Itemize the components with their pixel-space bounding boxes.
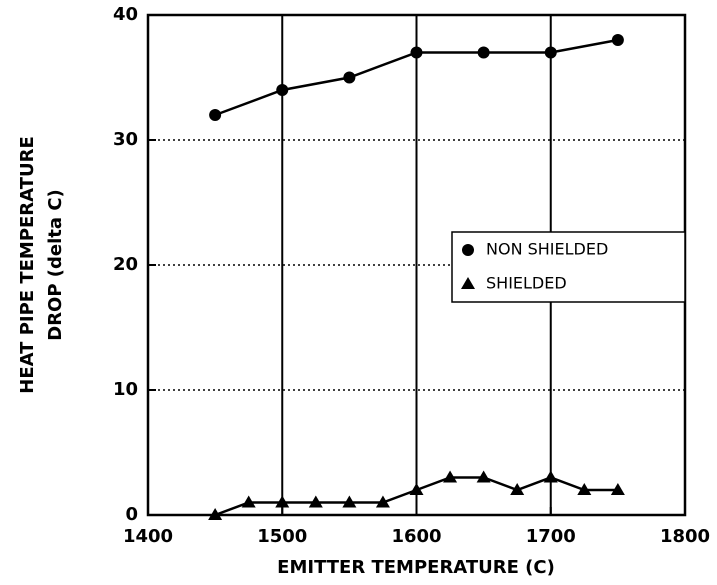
- data-point: [276, 84, 289, 96]
- y-tick-label: 0: [125, 504, 138, 525]
- x-tick-label: 1500: [257, 526, 307, 547]
- y-tick-label: 40: [113, 4, 138, 25]
- legend-label: NON SHIELDED: [486, 240, 608, 259]
- data-point: [544, 46, 557, 59]
- x-tick-label: 1400: [123, 526, 173, 547]
- data-point: [510, 483, 525, 495]
- x-axis-label: EMITTER TEMPERATURE (C): [277, 557, 555, 578]
- data-point: [241, 495, 256, 508]
- data-point: [409, 483, 424, 495]
- y-tick-label: 10: [113, 379, 138, 400]
- y-tick-label: 30: [113, 129, 138, 150]
- legend-label: SHIELDED: [486, 274, 567, 293]
- data-point: [477, 46, 490, 59]
- data-point: [342, 495, 357, 508]
- x-tick-label: 1800: [660, 526, 710, 547]
- y-tick-label: 20: [113, 254, 138, 275]
- data-point: [343, 71, 356, 84]
- legend-marker: [462, 244, 474, 256]
- x-tick-label: 1600: [391, 526, 441, 547]
- y-axis-label: DROP (delta C): [45, 189, 66, 341]
- data-point: [410, 46, 423, 59]
- data-point: [375, 495, 390, 508]
- data-point: [610, 483, 625, 495]
- data-point: [275, 495, 290, 508]
- x-tick-label: 1700: [526, 526, 576, 547]
- data-point: [611, 34, 624, 46]
- data-point: [443, 470, 458, 483]
- data-point: [577, 483, 592, 495]
- data-point: [308, 495, 323, 508]
- data-point: [543, 470, 558, 483]
- y-axis-label: HEAT PIPE TEMPERATURE: [17, 136, 38, 394]
- legend-box: [451, 231, 686, 303]
- data-point: [208, 508, 223, 520]
- data-point: [209, 109, 222, 121]
- legend-marker: [461, 277, 475, 289]
- data-point: [476, 470, 491, 483]
